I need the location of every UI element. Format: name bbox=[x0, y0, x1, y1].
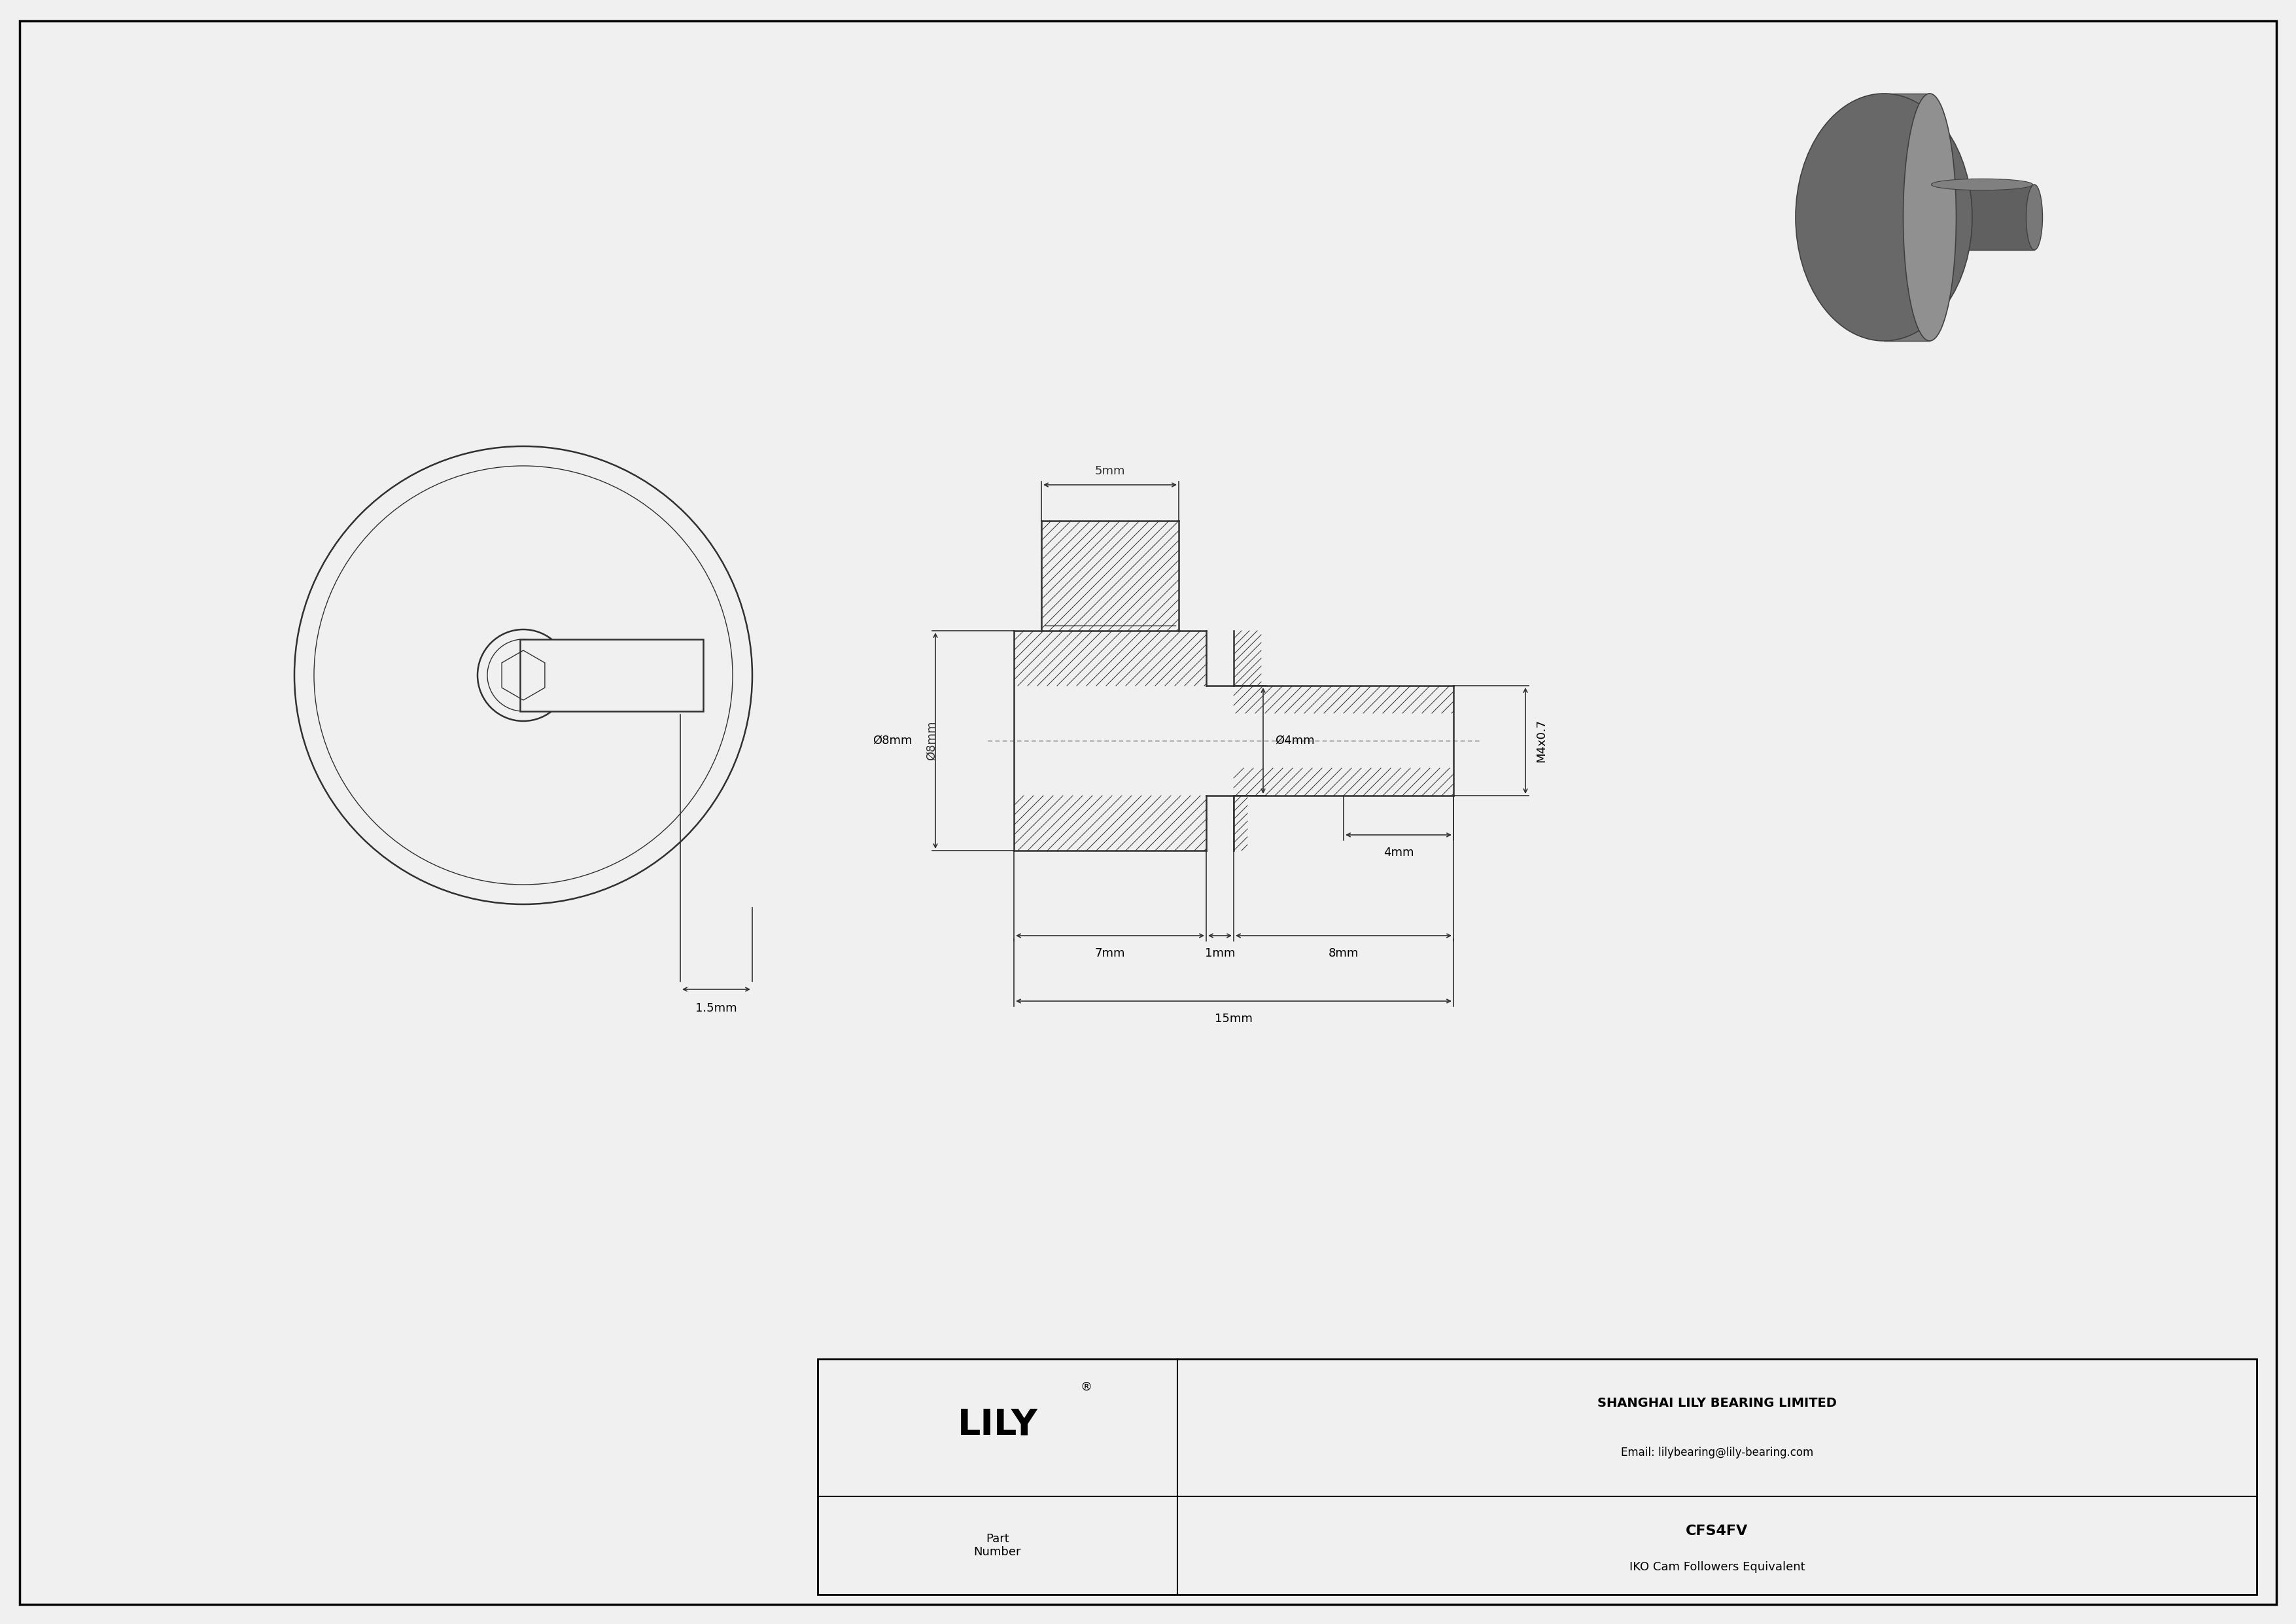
Text: Email: lilybearing@lily-bearing.com: Email: lilybearing@lily-bearing.com bbox=[1621, 1447, 1814, 1458]
Text: 15mm: 15mm bbox=[1215, 1013, 1254, 1025]
Text: 1.5mm: 1.5mm bbox=[696, 1002, 737, 1013]
Text: Ø8mm: Ø8mm bbox=[872, 734, 912, 747]
Ellipse shape bbox=[2025, 185, 2043, 250]
Text: Ø4mm: Ø4mm bbox=[1274, 734, 1316, 747]
Bar bbox=[519, 640, 703, 711]
Text: M4x0.7: M4x0.7 bbox=[1536, 719, 1548, 762]
Text: IKO Cam Followers Equivalent: IKO Cam Followers Equivalent bbox=[1630, 1561, 1805, 1574]
Text: ®: ® bbox=[1079, 1380, 1091, 1393]
Text: 7mm: 7mm bbox=[1095, 947, 1125, 960]
Text: 1mm: 1mm bbox=[1205, 947, 1235, 960]
Ellipse shape bbox=[1931, 179, 2032, 190]
Text: SHANGHAI LILY BEARING LIMITED: SHANGHAI LILY BEARING LIMITED bbox=[1598, 1397, 1837, 1410]
Text: 4mm: 4mm bbox=[1382, 846, 1414, 859]
Bar bbox=[1885, 94, 1929, 341]
Ellipse shape bbox=[1903, 94, 1956, 341]
Bar bbox=[1929, 185, 2034, 250]
Text: 8mm: 8mm bbox=[1329, 947, 1359, 960]
Ellipse shape bbox=[1795, 94, 1972, 341]
Text: 5mm: 5mm bbox=[1095, 464, 1125, 477]
Text: Part
Number: Part Number bbox=[974, 1533, 1022, 1557]
Text: LILY: LILY bbox=[957, 1408, 1038, 1442]
Text: Ø8mm: Ø8mm bbox=[925, 721, 937, 760]
Text: CFS4FV: CFS4FV bbox=[1685, 1525, 1747, 1538]
